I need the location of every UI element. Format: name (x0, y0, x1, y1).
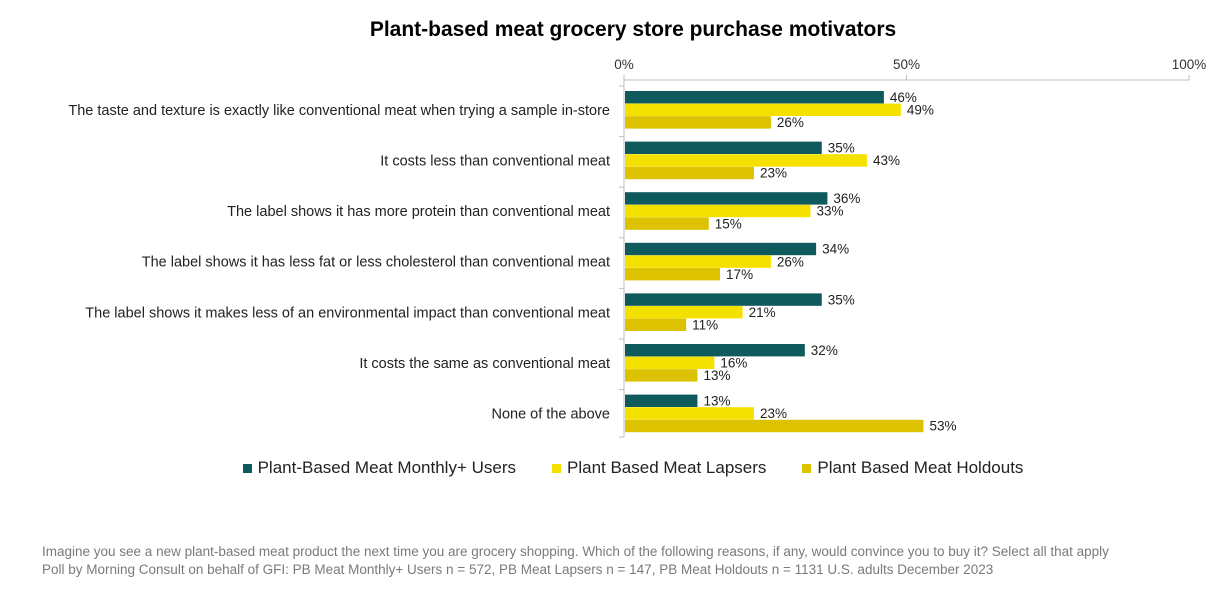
bar-plant-based-meat-monthly-users (625, 141, 822, 154)
bar-plant-based-meat-monthly-users (625, 394, 698, 407)
bar-plant-based-meat-lapsers (625, 103, 901, 116)
bar-plant-based-meat-holdouts (625, 369, 698, 382)
poll-source-footnote: Poll by Morning Consult on behalf of GFI… (42, 562, 994, 577)
x-tick-label: 50% (893, 57, 920, 72)
bar-plant-based-meat-lapsers (625, 306, 743, 319)
category-label: It costs less than conventional meat (380, 154, 610, 170)
data-label: 26% (777, 254, 804, 269)
category-label: The label shows it has less fat or less … (142, 255, 610, 271)
data-label: 33% (816, 204, 843, 219)
data-label: 26% (777, 115, 804, 130)
data-label: 13% (703, 368, 730, 383)
legend-item-monthly-users: Plant-Based Meat Monthly+ Users (242, 458, 516, 478)
legend-item-lapsers: Plant Based Meat Lapsers (552, 458, 766, 478)
data-label: 46% (890, 90, 917, 105)
data-label: 23% (760, 406, 787, 421)
bar-plant-based-meat-lapsers (625, 154, 867, 167)
bar-plant-based-meat-holdouts (625, 116, 771, 129)
category-label: It costs the same as conventional meat (359, 356, 610, 372)
legend-item-holdouts: Plant Based Meat Holdouts (802, 458, 1023, 478)
category-label: None of the above (491, 407, 610, 423)
data-label: 49% (907, 103, 934, 118)
bar-plant-based-meat-holdouts (625, 166, 754, 180)
data-label: 34% (822, 242, 849, 257)
data-label: 32% (811, 343, 838, 358)
bar-plant-based-meat-holdouts (625, 217, 709, 230)
data-label: 43% (873, 153, 900, 168)
data-label: 15% (715, 216, 742, 231)
chart-title: Plant-based meat grocery store purchase … (369, 18, 897, 41)
legend-swatch-holdouts (802, 463, 812, 473)
x-tick-label: 100% (1172, 57, 1207, 72)
x-tick-label: 0% (614, 57, 634, 72)
bar-plant-based-meat-monthly-users (625, 192, 828, 205)
data-label: 16% (720, 356, 747, 371)
bar-plant-based-meat-holdouts (625, 268, 721, 281)
data-label: 23% (760, 166, 787, 181)
bar-chart: 0% 50% 100% The taste and texture is exactl… (68, 57, 1207, 438)
data-label: 53% (929, 419, 956, 434)
data-label: 13% (703, 394, 730, 409)
bar-plant-based-meat-lapsers (625, 255, 771, 268)
bar-plant-based-meat-lapsers (625, 204, 811, 218)
legend-label-lapsers: Plant Based Meat Lapsers (567, 458, 767, 477)
data-label: 11% (692, 318, 718, 333)
bar-plant-based-meat-monthly-users (625, 242, 817, 256)
legend-swatch-monthly-users (242, 463, 252, 473)
category-label: The label shows it has more protein than… (227, 204, 610, 220)
data-label: 21% (749, 305, 776, 320)
bar-plant-based-meat-lapsers (625, 356, 715, 369)
bar-plant-based-meat-holdouts (625, 318, 687, 331)
legend-label-monthly-users: Plant-Based Meat Monthly+ Users (257, 458, 516, 477)
bar-plant-based-meat-lapsers (625, 407, 754, 420)
bar-plant-based-meat-holdouts (625, 419, 924, 433)
legend-swatch-lapsers (552, 463, 561, 473)
bar-plant-based-meat-monthly-users (625, 293, 822, 306)
bar-plant-based-meat-monthly-users (625, 344, 805, 357)
data-label: 35% (828, 141, 855, 156)
category-label: The label shows it makes less of an envi… (85, 305, 610, 321)
data-label: 36% (833, 191, 860, 206)
legend: Plant-Based Meat Monthly+ Users Plant Ba… (0, 458, 1222, 478)
category-label: The taste and texture is exactly like co… (68, 103, 610, 119)
bar-plant-based-meat-monthly-users (625, 91, 884, 104)
legend-label-holdouts: Plant Based Meat Holdouts (817, 458, 1024, 477)
survey-question-footnote: Imagine you see a new plant-based meat p… (42, 544, 1109, 559)
data-label: 17% (726, 267, 753, 282)
data-label: 35% (828, 292, 855, 307)
